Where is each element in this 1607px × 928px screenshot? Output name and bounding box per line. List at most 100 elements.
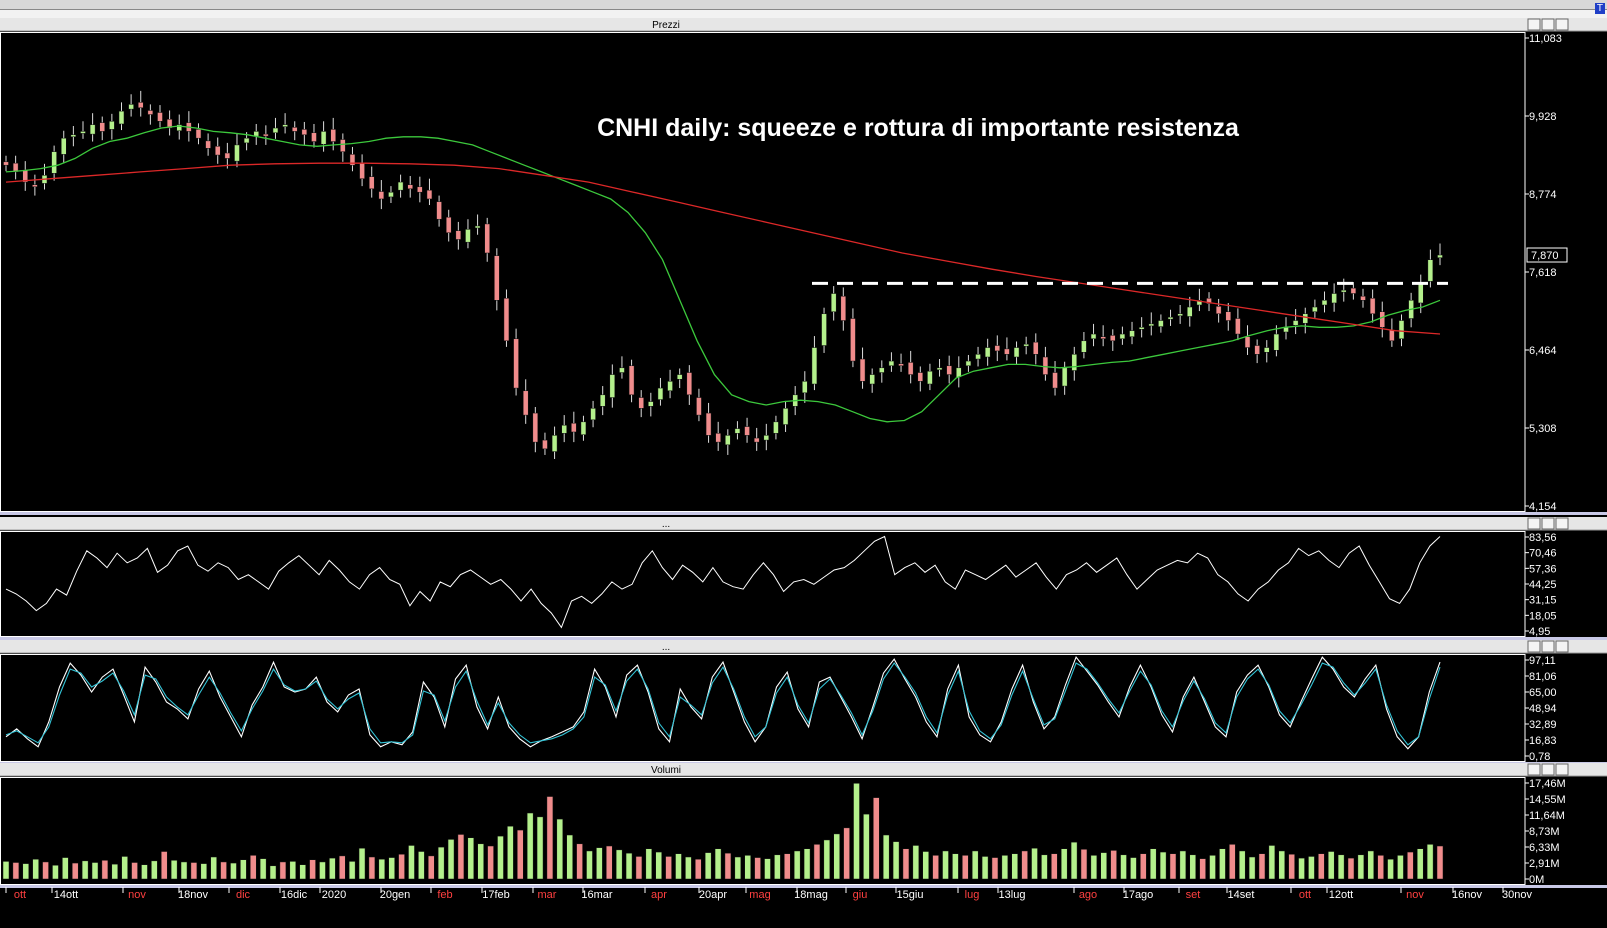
candle-body [1177, 313, 1183, 317]
volume-bar [744, 855, 751, 880]
volume-bar [151, 860, 158, 880]
candle-body [253, 131, 259, 137]
volume-bar [428, 855, 435, 880]
restore-button[interactable] [1541, 640, 1555, 653]
x-axis-date-label: nov [128, 889, 146, 901]
x-axis-date-label: 2020 [322, 889, 346, 901]
candle-body [1100, 336, 1106, 339]
volume-bar [437, 846, 445, 880]
volume-bar [942, 850, 949, 880]
candle-body [888, 360, 895, 367]
volume-bar [615, 849, 623, 880]
minimize-button[interactable] [1527, 517, 1541, 530]
volume-bar [665, 856, 672, 880]
volume-bar [1100, 852, 1108, 880]
volume-bar [279, 861, 287, 880]
panel-title-bar [0, 18, 1607, 31]
candle-body [542, 439, 548, 450]
volume-bar [714, 848, 722, 880]
candle-body [1215, 306, 1222, 315]
volume-bar [517, 829, 524, 880]
candle-body [234, 144, 240, 162]
volume-bar [1238, 850, 1246, 880]
candle-body [349, 154, 356, 166]
candle-body [1187, 306, 1193, 317]
candle-body [436, 201, 442, 220]
volume-bar [734, 856, 742, 880]
volume-bar [180, 861, 188, 880]
volume-bar [1149, 848, 1157, 880]
volume-bar [269, 865, 277, 880]
minimize-button[interactable] [1527, 763, 1541, 776]
stoch-d-line [5, 662, 1441, 746]
candle-body [291, 127, 298, 132]
candle-body [137, 102, 144, 109]
candle-body [821, 313, 827, 346]
candle-body [128, 104, 134, 110]
volume-bar [724, 852, 732, 880]
volume-bar [793, 850, 801, 880]
candle-body [1398, 320, 1405, 340]
x-axis-date-label: feb [437, 889, 452, 901]
volume-bar [655, 851, 662, 880]
last-price-box [1526, 247, 1568, 263]
osc2-axis-tick-label: 81,06 [1529, 671, 1557, 683]
close-button[interactable] [1555, 517, 1569, 530]
volume-bar [922, 851, 929, 880]
volume-bar [1110, 850, 1117, 880]
close-button[interactable] [1555, 18, 1569, 31]
candle-body [869, 374, 875, 385]
price-axis-tick-label: 6,464 [1529, 345, 1557, 357]
volume-bar [408, 845, 415, 880]
candle-body [1167, 316, 1174, 320]
close-button[interactable] [1555, 763, 1569, 776]
volume-bar [71, 862, 79, 880]
osc1-axis-tick-label: 57,36 [1529, 563, 1557, 575]
candle-body [580, 421, 587, 435]
ma-long-line [5, 162, 1441, 335]
osc1-axis-tick-label: 70,46 [1529, 548, 1557, 560]
candle-body [474, 225, 481, 229]
candle-body [195, 129, 202, 139]
price-axis-tick-label: 11,083 [1529, 33, 1562, 45]
candle-body [465, 229, 471, 243]
candle-body [811, 347, 818, 385]
restore-button[interactable] [1541, 18, 1555, 31]
volume-bar [1377, 855, 1384, 880]
osc2-axis-tick-label: 16,83 [1529, 735, 1557, 747]
candle-body [224, 152, 231, 159]
candle-body [1379, 311, 1386, 328]
restore-button[interactable] [1541, 517, 1555, 530]
restore-button[interactable] [1541, 763, 1555, 776]
price-axis-tick-label: 7,618 [1529, 267, 1557, 279]
candle-body [1071, 354, 1078, 371]
volume-bar [309, 859, 316, 880]
window-corner-badge[interactable]: T [1594, 3, 1605, 14]
panel-separator [0, 885, 1607, 888]
last-price-label: 7,870 [1531, 250, 1559, 262]
volume-bar [2, 861, 10, 880]
volume-bar [912, 845, 920, 880]
volume-bar [1258, 853, 1266, 880]
candle-body [109, 121, 115, 130]
volume-bar [101, 860, 109, 880]
volume-bar [1090, 855, 1098, 880]
candle-body [657, 387, 664, 400]
x-axis-date-label: 13lug [999, 889, 1026, 901]
osc1-axis-tick-label: 4,95 [1529, 626, 1550, 638]
minimize-button[interactable] [1527, 18, 1541, 31]
close-button[interactable] [1555, 640, 1569, 653]
volume-bar [52, 865, 59, 880]
candle-body [157, 112, 163, 122]
volume-bar [675, 853, 682, 880]
price-axis-tick-label: 9,928 [1529, 111, 1557, 123]
candle-body [676, 374, 683, 380]
minimize-button[interactable] [1527, 640, 1541, 653]
volume-bar [784, 853, 791, 880]
volume-bar [546, 796, 554, 880]
candle-body [1389, 329, 1395, 342]
candle-body [1090, 333, 1097, 340]
volume-bar [833, 833, 840, 880]
candle-body [330, 129, 336, 142]
candle-body [628, 365, 635, 396]
